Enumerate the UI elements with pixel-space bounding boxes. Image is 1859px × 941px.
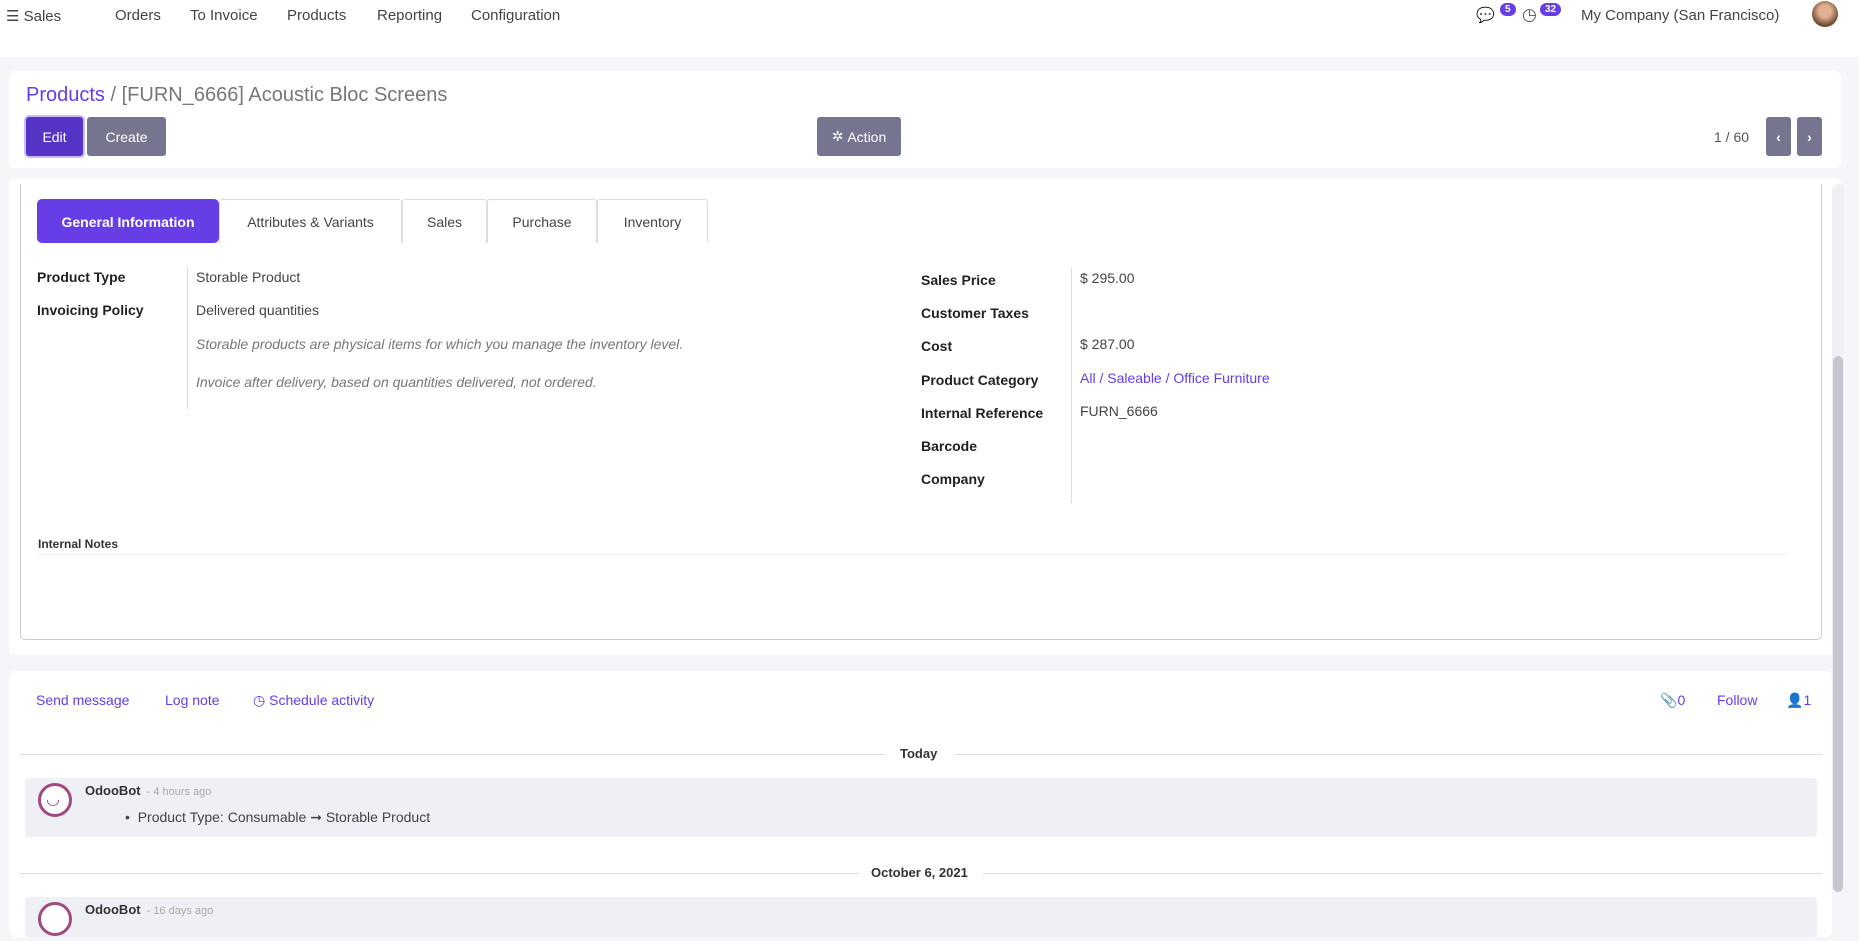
field-value[interactable]: All / Saleable / Office Furniture	[1080, 370, 1270, 386]
message: ◡ OdooBot - 4 hours ago • Product Type: …	[25, 778, 1817, 837]
menu-reporting[interactable]: Reporting	[377, 7, 443, 24]
field-value[interactable]: $ 287.00	[1080, 336, 1135, 352]
field-label: Sales Price	[921, 272, 996, 288]
internal-notes-field[interactable]	[38, 554, 1787, 555]
breadcrumb-current: [FURN_6666] Acoustic Bloc Screens	[121, 84, 448, 106]
followers-count: 1	[1803, 692, 1812, 708]
control-panel: Products / [FURN_6666] Acoustic Bloc Scr…	[9, 71, 1841, 168]
field-label: Customer Taxes	[921, 305, 1029, 321]
send-message-button[interactable]: Send message	[36, 692, 130, 708]
invoicing-policy-field[interactable]: Delivered quantities	[196, 302, 319, 318]
pager-next-chevron-icon[interactable]: ›	[1797, 117, 1822, 156]
date-separator-line	[955, 754, 1822, 755]
message-body: • Product Type: Consumable ➞ Storable Pr…	[125, 809, 431, 825]
scrollbar-thumb[interactable]	[1833, 356, 1843, 892]
product-type-help: Storable products are physical items for…	[196, 336, 684, 352]
scrollbar[interactable]	[1832, 184, 1844, 892]
pager-previous-chevron-icon[interactable]: ‹	[1766, 117, 1791, 156]
field-label: Cost	[921, 338, 953, 354]
date-separator-today: Today	[900, 746, 938, 761]
message-time: - 4 hours ago	[146, 786, 212, 798]
messages-icon[interactable]: 💬	[1476, 7, 1495, 24]
activities-badge: 32	[1540, 3, 1562, 16]
gear-icon: ✲	[831, 128, 848, 144]
company-switcher[interactable]: My Company (San Francisco)	[1581, 7, 1780, 24]
tab-purchase[interactable]: Purchase	[487, 199, 597, 243]
pager-value[interactable]: 1 / 60	[1714, 129, 1750, 145]
tab-general-information[interactable]: General Information	[37, 199, 219, 243]
breadcrumb-products[interactable]: Products	[26, 84, 105, 106]
smiley-icon: ◡	[46, 791, 60, 808]
log-note-button[interactable]: Log note	[165, 692, 220, 708]
field-label: Company	[921, 471, 985, 487]
product-type-label: Product Type	[37, 269, 126, 285]
top-navbar: ☰ Sales Orders To Invoice Products Repor…	[0, 0, 1859, 57]
menu-products[interactable]: Products	[287, 7, 347, 24]
schedule-activity-button[interactable]: ◷ Schedule activity	[253, 692, 374, 709]
right-divider	[1071, 267, 1072, 503]
left-divider	[187, 267, 188, 409]
activity-clock-icon[interactable]: ◷	[1522, 5, 1537, 24]
invoicing-policy-help: Invoice after delivery, based on quantit…	[196, 374, 597, 390]
product-type-field[interactable]: Storable Product	[196, 269, 301, 285]
message-time: - 16 days ago	[146, 905, 214, 917]
action-label: Action	[847, 128, 887, 145]
message-header: OdooBot - 16 days ago	[85, 902, 213, 917]
message-header: OdooBot - 4 hours ago	[85, 783, 211, 798]
attachments-button[interactable]: 📎0	[1660, 692, 1685, 709]
paperclip-icon: 📎	[1660, 692, 1678, 708]
odoobot-avatar[interactable]: ◡	[38, 783, 72, 817]
date-separator-line	[20, 873, 859, 874]
app-name[interactable]: Sales	[23, 8, 62, 25]
date-separator-line	[20, 754, 885, 755]
schedule-activity-label: Schedule activity	[269, 692, 375, 708]
user-avatar[interactable]	[1812, 1, 1838, 27]
field-value[interactable]: FURN_6666	[1080, 403, 1158, 419]
attachments-count: 0	[1677, 692, 1686, 708]
edit-button[interactable]: Edit	[26, 117, 83, 156]
tab-inventory[interactable]: Inventory	[597, 199, 708, 243]
clock-icon: ◷	[253, 692, 270, 708]
field-label: Product Category	[921, 372, 1039, 388]
follow-button[interactable]: Follow	[1717, 692, 1758, 708]
form-sheet	[20, 184, 1822, 640]
hamburger-icon[interactable]: ☰	[6, 8, 20, 25]
message: OdooBot - 16 days ago	[25, 897, 1817, 937]
menu-configuration[interactable]: Configuration	[471, 7, 561, 24]
followers-button[interactable]: 👤1	[1786, 692, 1811, 709]
tab-sales[interactable]: Sales	[402, 199, 487, 243]
field-value[interactable]: $ 295.00	[1080, 270, 1135, 286]
app-menu[interactable]: ☰ Sales	[6, 7, 61, 25]
user-icon: 👤	[1786, 692, 1804, 708]
tracking-change: Product Type: Consumable ➞ Storable Prod…	[137, 809, 431, 825]
internal-notes-label: Internal Notes	[38, 537, 119, 551]
message-author[interactable]: OdooBot	[85, 783, 141, 798]
tab-attributes-variants[interactable]: Attributes & Variants	[219, 199, 402, 243]
create-button[interactable]: Create	[87, 117, 166, 156]
menu-orders[interactable]: Orders	[115, 7, 161, 24]
date-separator-line	[983, 873, 1822, 874]
messages-badge: 5	[1500, 3, 1516, 16]
menu-to-invoice[interactable]: To Invoice	[190, 7, 258, 24]
breadcrumb: Products / [FURN_6666] Acoustic Bloc Scr…	[26, 84, 447, 107]
message-author[interactable]: OdooBot	[85, 902, 141, 917]
invoicing-policy-label: Invoicing Policy	[37, 302, 144, 318]
field-label: Internal Reference	[921, 405, 1044, 421]
date-separator-october: October 6, 2021	[871, 865, 968, 880]
field-label: Barcode	[921, 438, 978, 454]
breadcrumb-separator: /	[110, 84, 117, 106]
action-button[interactable]: ✲ Action	[817, 117, 901, 156]
odoobot-avatar[interactable]	[38, 902, 72, 936]
